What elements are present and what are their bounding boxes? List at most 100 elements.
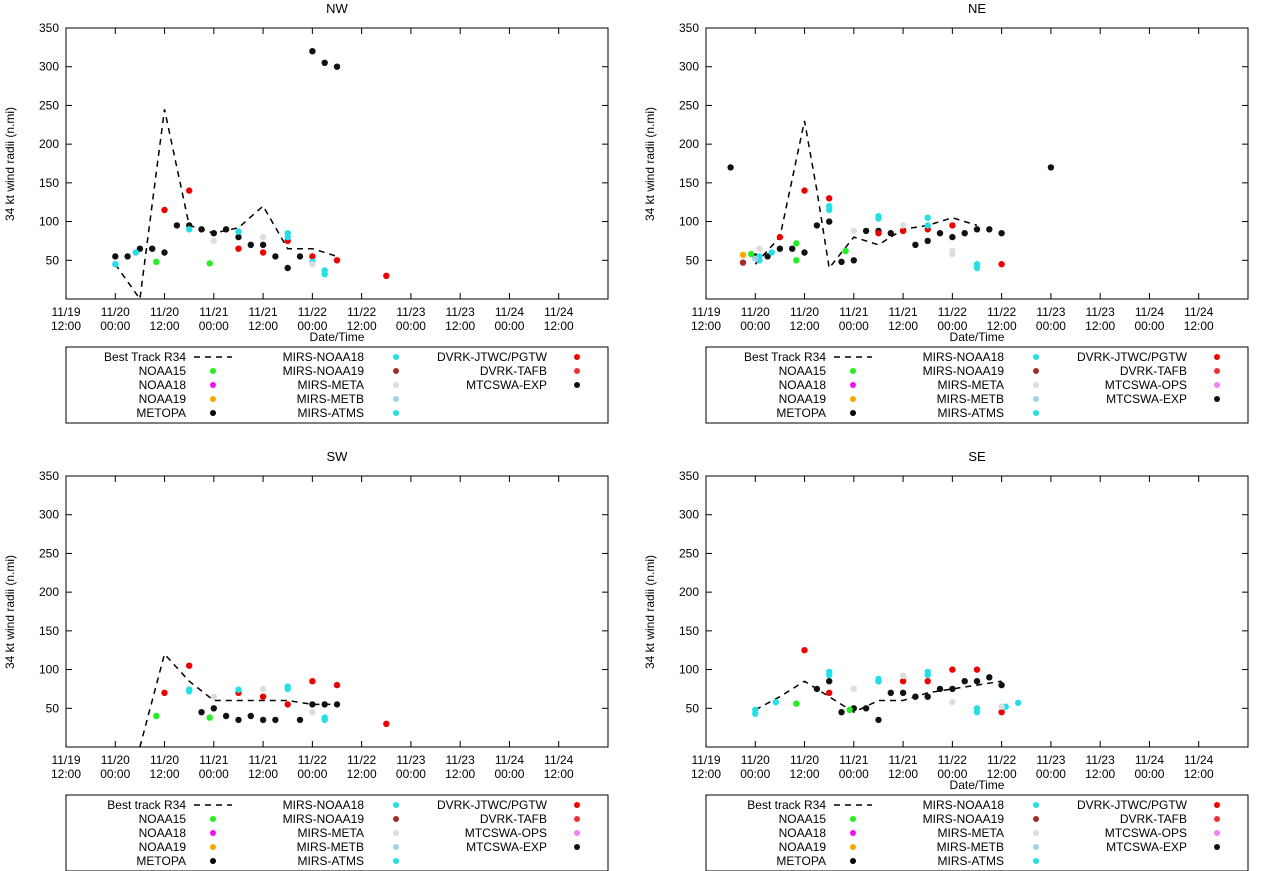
point-dvrk-jtwc-pgtw [875, 230, 882, 237]
legend-marker-mirs-noaa18 [1033, 354, 1039, 360]
point-mtcswa-exp [838, 709, 845, 716]
legend-col1: NOAA15 NOAA18 NOAA19 METOPA [776, 812, 856, 868]
point-mtcswa-exp [321, 59, 328, 66]
legend-marker-dvrk-jtwc [574, 354, 580, 360]
legend-marker-noaa19 [210, 396, 216, 402]
x-tick-label-time: 00:00 [1036, 319, 1066, 333]
point-mtcswa-exp [887, 689, 894, 696]
legend-marker-mirs-noaa19 [393, 816, 399, 822]
y-tick-label: 50 [686, 701, 700, 715]
legend-marker-mirs-atms [1033, 858, 1039, 864]
x-tick-label-date: 11/22 [298, 305, 327, 319]
y-tick-label: 350 [679, 469, 699, 483]
point-mtcswa-exp [887, 230, 894, 237]
point-noaa15 [153, 258, 160, 265]
y-tick-label: 350 [39, 21, 59, 35]
legend-label-mirs-meta: MIRS-META [298, 378, 364, 392]
point-mtcswa-exp [210, 705, 217, 712]
x-tick-label-time: 12:00 [790, 767, 820, 781]
legend-col3: DVRK-JTWC/PGTW DVRK-TAFB MTCSWA-EXP [437, 350, 580, 392]
x-tick-label-time: 12:00 [51, 319, 81, 333]
point-noaa15 [846, 706, 853, 713]
x-tick-label-date: 11/22 [298, 753, 327, 767]
legend-marker-noaa18 [210, 830, 216, 836]
x-tick-label-time: 00:00 [396, 319, 426, 333]
legend-label-mtcswa-exp: MTCSWA-EXP [1106, 840, 1187, 854]
legend-marker-metopa [850, 858, 856, 864]
x-tick-label-date: 11/22 [987, 305, 1016, 319]
point-mirs-noaa18 [284, 683, 291, 690]
legend-marker-dvrk-jtwc [574, 802, 580, 808]
point-mtcswa-exp [998, 681, 1005, 689]
legend-marker-dvrk-tafb [574, 816, 580, 822]
y-tick-label: 100 [39, 215, 59, 229]
point-dvrk-jtwc-pgtw [309, 253, 316, 260]
y-axis-label: 34 kt wind radii (n.mi) [643, 555, 657, 669]
x-tick-label-time: 00:00 [839, 319, 869, 333]
x-tick-label-date: 11/24 [1135, 305, 1164, 319]
y-tick-label: 200 [679, 585, 699, 599]
point-mirs-meta [998, 703, 1005, 710]
legend-marker-mirs-atms [393, 410, 399, 416]
axis-ticks: 5010015020025030035011/1912:0011/2000:00… [679, 21, 1248, 333]
point-dvrk-jtwc-pgtw [949, 222, 956, 229]
legend-label-noaa15: NOAA15 [139, 812, 187, 826]
x-tick-label-date: 11/21 [199, 305, 228, 319]
point-mtcswa-exp [272, 716, 279, 724]
legend-label-mirs-noaa18: MIRS-NOAA18 [283, 798, 365, 812]
legend-col2: MIRS-NOAA18 MIRS-NOAA19 MIRS-META MIRS-M… [283, 798, 399, 868]
axis-ticks: 5010015020025030035011/1912:0011/2000:00… [679, 469, 1248, 781]
point-mtcswa-exp [247, 241, 254, 248]
point-mirs-noaa18 [112, 261, 119, 268]
legend-marker-dvrk-jtwc [1214, 802, 1220, 808]
x-tick-label-time: 12:00 [1184, 319, 1214, 333]
x-tick-label-time: 12:00 [790, 319, 820, 333]
x-tick-label-date: 11/20 [741, 305, 770, 319]
legend-label-dvrk-tafb: DVRK-TAFB [480, 812, 547, 826]
y-tick-label: 150 [679, 624, 699, 638]
x-tick-label-time: 00:00 [297, 767, 327, 781]
point-mirs-meta [899, 672, 907, 679]
legend-label-mirs-noaa19: MIRS-NOAA19 [283, 812, 365, 826]
point-mirs-meta [210, 693, 217, 700]
legend-label-noaa18: NOAA18 [139, 378, 187, 392]
legend-marker-noaa15 [210, 368, 216, 374]
x-tick-label-time: 12:00 [347, 319, 377, 333]
legend-label-dvrk-tafb: DVRK-TAFB [1120, 364, 1187, 378]
plot-frame [705, 475, 1249, 748]
y-tick-label: 50 [46, 253, 60, 267]
legend-marker-dvrk-tafb [1214, 816, 1220, 822]
legend-label-mirs-metb: MIRS-METB [937, 840, 1004, 854]
legend: Best Track R34 NOAA15 NOAA18 NOAA19 METO… [65, 346, 609, 424]
legend-label-best-track: Best Track R34 [744, 350, 826, 364]
point-noaa19 [739, 251, 747, 259]
point-mirs-noaa18 [321, 267, 328, 274]
point-mtcswa-exp [333, 63, 341, 70]
legend-label-metopa: METOPA [136, 854, 186, 868]
point-mtcswa-exp [936, 230, 944, 237]
x-tick-label-date: 11/20 [790, 305, 819, 319]
x-tick-label-date: 11/23 [1086, 753, 1115, 767]
legend-marker-mirs-noaa19 [1033, 368, 1039, 374]
point-dvrk-jtwc-pgtw [998, 261, 1005, 268]
y-tick-label: 150 [39, 624, 59, 638]
legend-marker-mtcswa-exp [1214, 844, 1220, 850]
data-points [112, 48, 390, 279]
legend-label-mirs-noaa18: MIRS-NOAA18 [923, 798, 1005, 812]
legend-label-mirs-atms: MIRS-ATMS [938, 854, 1004, 868]
plot-frame [65, 475, 609, 748]
x-tick-label-date: 11/19 [51, 305, 80, 319]
point-mirs-meta [259, 685, 267, 693]
legend-marker-mirs-metb [393, 396, 399, 402]
panel-title: NW [326, 1, 348, 16]
legend-col2: MIRS-NOAA18 MIRS-NOAA19 MIRS-META MIRS-M… [923, 350, 1039, 420]
point-mirs-meta [949, 698, 956, 706]
legend-label-metopa: METOPA [776, 854, 826, 868]
x-tick-label-date: 11/23 [1036, 305, 1065, 319]
point-mirs-noaa18 [752, 706, 759, 713]
point-noaa15 [153, 712, 160, 720]
x-tick-label-time: 12:00 [248, 767, 278, 781]
legend-label-noaa18: NOAA18 [139, 826, 187, 840]
y-tick-label: 150 [39, 176, 59, 190]
point-mtcswa-exp [136, 245, 144, 252]
